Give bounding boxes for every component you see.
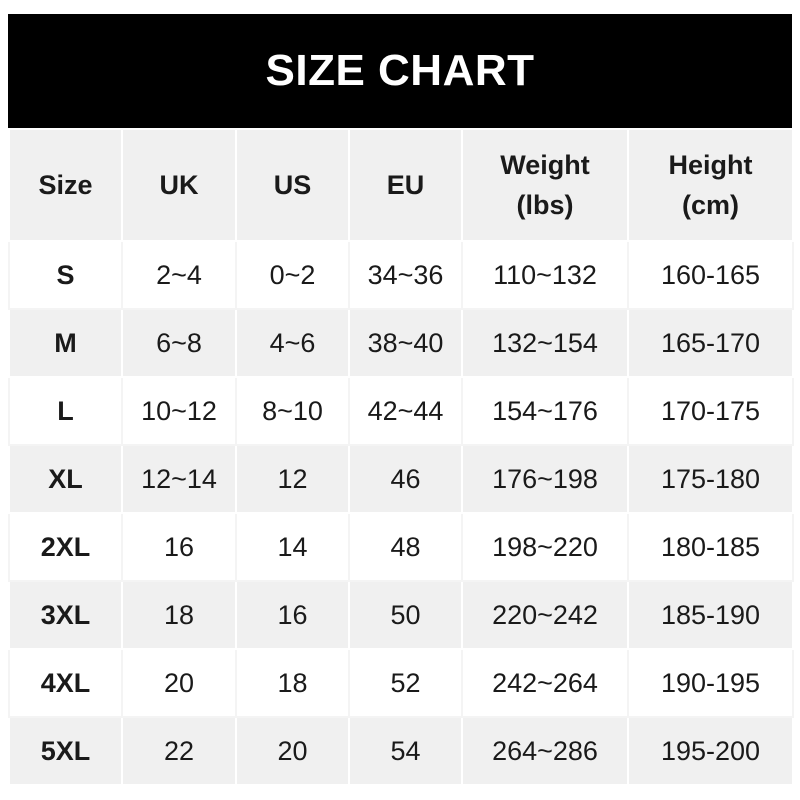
- table-cell: 34~36: [348, 240, 463, 310]
- table-row: M 6~8 4~6 38~40 132~154 165-170: [8, 308, 794, 378]
- size-label: 4XL: [8, 648, 123, 718]
- table-cell: 12~14: [121, 444, 237, 514]
- table-cell: 22: [121, 716, 237, 786]
- page-title: SIZE CHART: [265, 46, 535, 95]
- table-row: XL 12~14 12 46 176~198 175-180: [8, 444, 794, 514]
- table-cell: 170-175: [627, 376, 794, 446]
- column-header: EU: [348, 128, 463, 242]
- column-header: Height (cm): [627, 128, 794, 242]
- table-cell: 4~6: [235, 308, 350, 378]
- table-row: L 10~12 8~10 42~44 154~176 170-175: [8, 376, 794, 446]
- table-row: 5XL 22 20 54 264~286 195-200: [8, 716, 794, 786]
- size-label: XL: [8, 444, 123, 514]
- column-header: Size: [8, 128, 123, 242]
- table-cell: 0~2: [235, 240, 350, 310]
- table-cell: 20: [121, 648, 237, 718]
- table-cell: 132~154: [461, 308, 629, 378]
- table-cell: 16: [235, 580, 350, 650]
- size-label: 2XL: [8, 512, 123, 582]
- table-cell: 220~242: [461, 580, 629, 650]
- table-cell: 198~220: [461, 512, 629, 582]
- table-cell: 175-180: [627, 444, 794, 514]
- size-chart-table: Size UK US EU Weight (lbs) Height (cm) S 2~4 0~2 3…: [8, 128, 794, 786]
- size-label: L: [8, 376, 123, 446]
- table-row: S 2~4 0~2 34~36 110~132 160-165: [8, 240, 794, 310]
- size-label: M: [8, 308, 123, 378]
- table-cell: 12: [235, 444, 350, 514]
- column-header: Weight (lbs): [461, 128, 629, 242]
- table-cell: 38~40: [348, 308, 463, 378]
- table-cell: 42~44: [348, 376, 463, 446]
- table-cell: 160-165: [627, 240, 794, 310]
- table-row: 2XL 16 14 48 198~220 180-185: [8, 512, 794, 582]
- size-label: 3XL: [8, 580, 123, 650]
- table-row: 4XL 20 18 52 242~264 190-195: [8, 648, 794, 718]
- table-cell: 180-185: [627, 512, 794, 582]
- column-header: UK: [121, 128, 237, 242]
- table-cell: 54: [348, 716, 463, 786]
- table-cell: 18: [235, 648, 350, 718]
- table-cell: 242~264: [461, 648, 629, 718]
- table-cell: 190-195: [627, 648, 794, 718]
- column-header: US: [235, 128, 350, 242]
- table-cell: 14: [235, 512, 350, 582]
- table-cell: 185-190: [627, 580, 794, 650]
- table-cell: 8~10: [235, 376, 350, 446]
- table-cell: 176~198: [461, 444, 629, 514]
- size-label: 5XL: [8, 716, 123, 786]
- header-row: Size UK US EU Weight (lbs) Height (cm): [8, 128, 794, 242]
- table-cell: 264~286: [461, 716, 629, 786]
- table-cell: 110~132: [461, 240, 629, 310]
- table-cell: 154~176: [461, 376, 629, 446]
- table-cell: 48: [348, 512, 463, 582]
- table-cell: 2~4: [121, 240, 237, 310]
- table-cell: 195-200: [627, 716, 794, 786]
- table-cell: 52: [348, 648, 463, 718]
- table-row: 3XL 18 16 50 220~242 185-190: [8, 580, 794, 650]
- table-cell: 10~12: [121, 376, 237, 446]
- table-cell: 16: [121, 512, 237, 582]
- table-cell: 18: [121, 580, 237, 650]
- title-banner: SIZE CHART: [8, 14, 792, 128]
- table-cell: 46: [348, 444, 463, 514]
- table-cell: 6~8: [121, 308, 237, 378]
- table-cell: 165-170: [627, 308, 794, 378]
- size-label: S: [8, 240, 123, 310]
- table-cell: 50: [348, 580, 463, 650]
- table-cell: 20: [235, 716, 350, 786]
